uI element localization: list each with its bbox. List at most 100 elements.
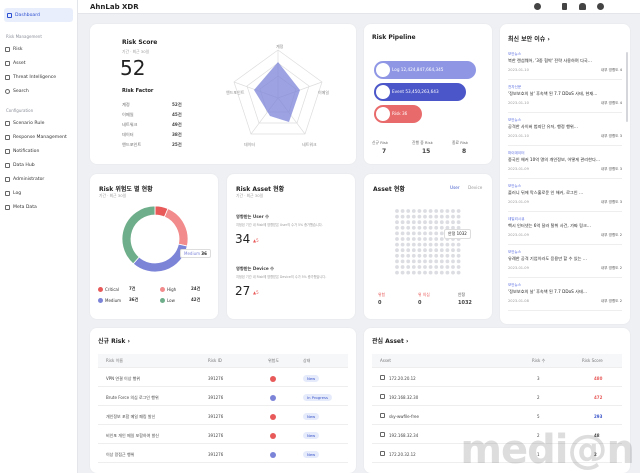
asset-dot [411,237,416,241]
sidebar-item-administrator[interactable]: Administrator [0,172,77,186]
asset-dot [395,220,399,225]
risk-factor-value: 38건 [172,132,182,137]
asset-dot [434,253,439,258]
legend-item: Critical 7건 [98,286,135,292]
bell-icon[interactable] [579,3,586,10]
asset-dot [417,209,422,213]
sidebar-item-log[interactable]: Log [0,186,77,200]
asset-dot [428,220,433,225]
donut-slice-high[interactable] [163,208,189,247]
asset-name: 172.20.32.12 [389,452,416,457]
asset-dot [417,270,422,275]
news-item[interactable]: 데일리시큐 헥시 인터넷는 6억 달러 탈취 사건, 가짜 링크… 2023-01-… [508,217,622,248]
sidebar-item-notification[interactable]: Notification [0,144,77,158]
asset-dot [434,259,439,264]
news-item[interactable]: 마이데이터 중국인 해커 10억 명의 개인정보, 어떻게 관리한다… 2023-0… [508,151,622,182]
table-row[interactable]: 172.20.20.12 3 480 [372,370,622,387]
sidebar-item-data-hub[interactable]: Data Hub [0,158,77,172]
sidebar-item-risk[interactable]: Risk [0,42,77,56]
asset-dot-grid [395,209,461,275]
news-item[interactable]: 보안뉴스 공격한 사이버 범죄단 유저, 행정 행위… 2023-01-10 내부 영… [508,118,622,149]
news-item[interactable]: 보안뉴스 '정보보호의 날' 후속책 된 7.7 DDoS 사태… 2023-01-… [508,283,622,314]
sidebar-item-threat-intelligence[interactable]: Threat Intelligence [0,70,77,84]
column-header: Risk ID [208,358,222,363]
asset-dot [406,225,411,230]
donut-tooltip: Medium 36 [180,249,211,258]
news-headline: 중국인 해커 10억 명의 개인정보, 어떻게 관리한다… [508,157,601,162]
asset-risk-score: 48 [594,433,600,438]
news-item[interactable]: 전자신문 '정보보호의 날' 후속책 된 7.7 DDoS 사태, 현재… 2023… [508,85,622,116]
news-item[interactable]: 보안뉴스 북한 랜섬웨어, '3중 협박' 전략 사용하며 다국… 2023-01-… [508,52,622,83]
help-icon[interactable] [534,3,541,10]
news-title[interactable]: 최신 보안 이슈 › [508,36,550,43]
news-scrollbar[interactable] [626,52,628,122]
table-row[interactable]: 192.168.32.34 2 48 [372,427,622,444]
risk-icon [376,107,390,121]
asset-dot [400,259,405,264]
tab-user[interactable]: User [450,185,460,190]
table-row[interactable]: sky-wwfile-free 5 293 [372,408,622,425]
table-row[interactable]: 192.168.32.30 2 472 [372,389,622,406]
sidebar-item-scenario-rule[interactable]: Scenario Rule [0,116,77,130]
risk-score-title: Risk Score [122,39,158,46]
asset-dot [456,248,461,253]
asset-dot [400,270,405,275]
asset-dot [434,231,439,236]
asset-dot [417,231,422,236]
news-item[interactable]: 보안뉴스 플러니 뒤에 막스홀로운 인 해커, 로그인 … 2023-01-09 내부… [508,184,622,215]
new-risk-card: 신규 Risk › Risk 이름 Risk ID 위험도 상태 VPN 연결 이상 행… [90,328,356,473]
asset-dot [406,242,411,247]
risk-factor-value: 25건 [172,142,182,147]
asset-risk-score: 293 [594,414,603,419]
table-row[interactable]: 172.20.32.12 1 2 [372,446,622,463]
asset-risk-score: 480 [594,376,603,381]
user-icon[interactable] [597,3,604,10]
table-row[interactable]: Brute Force 의심 로그인 행위 391276 In Progress [98,389,348,406]
asset-dot [423,231,427,236]
asset-dot [451,220,455,225]
asset-dot [400,265,405,269]
sidebar-item-meta-data[interactable]: Meta Data [0,200,77,214]
news-divider [508,112,622,113]
table-row[interactable]: VPN 연결 이상 행위 391276 New [98,370,348,387]
risk-factor-value: 49건 [172,122,182,127]
new-risk-title[interactable]: 신규 Risk › [98,338,130,345]
table-row[interactable]: 개인정보 포함 메일 패킹 발신 391276 New [98,408,348,425]
donut-slice-low[interactable] [121,205,156,265]
news-impact: 내부 영향도 3 [600,167,622,171]
interest-asset-title[interactable]: 관심 Asset › [372,338,409,345]
asset-dot [451,270,455,275]
search-icon [5,88,10,94]
donut-chart [121,205,189,273]
asset-stat-value: 1032 [458,300,472,306]
asset-dot [428,265,433,269]
asset-dot [423,248,427,253]
asset-dot [395,231,399,236]
news-divider [508,145,622,146]
risk-factor-name: 엔드포인트 [122,142,142,147]
news-date: 2023-01-10 [508,134,529,138]
asset-risk-count: 1 [537,452,540,457]
asset-dot [411,209,416,213]
donut-slice-medium[interactable] [132,243,188,273]
sidebar-item-asset[interactable]: Asset [0,56,77,70]
news-item[interactable]: 보안뉴스 유례한 공격 기업이라도 응용만 할 수 있는 … 2023-01-09 내… [508,250,622,281]
asset-dot [445,209,450,213]
legend-value: 7건 [129,286,136,291]
news-divider [508,277,622,278]
risk-score-value: 52 [120,56,146,80]
database-icon [5,162,10,168]
table-row[interactable]: 비인포 개인 메일 포함하여 발신 391276 New [98,427,348,444]
bookmark-icon[interactable] [562,3,567,10]
sidebar-item-response-management[interactable]: Response Management [0,130,77,144]
asset-dot [434,220,439,225]
asset-dot [400,214,405,219]
sidebar-item-search[interactable]: Search [0,84,77,98]
news-divider [508,244,622,245]
table-row[interactable]: 이상 망접근 행위 391276 New [98,446,348,463]
pipeline-risk: Risk 36 [374,105,422,123]
sidebar-item-dashboard[interactable]: Dashboard [4,8,73,22]
tab-device[interactable]: Device [468,185,483,190]
asset-dot [423,259,427,264]
risk-score-subtitle: 기간 · 최근 30일 [122,49,150,54]
